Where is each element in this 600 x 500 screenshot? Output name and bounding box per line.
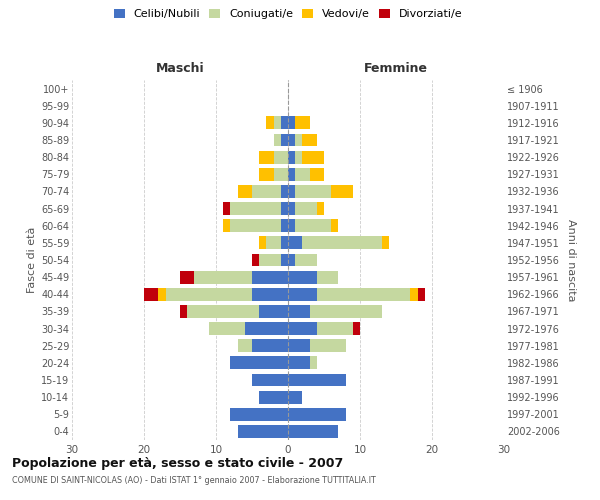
Bar xyxy=(295,168,310,180)
Bar xyxy=(288,202,295,215)
Bar xyxy=(295,202,317,215)
Bar xyxy=(252,288,288,300)
Bar xyxy=(302,150,324,164)
Bar xyxy=(259,305,288,318)
Bar xyxy=(259,168,274,180)
Bar xyxy=(223,220,230,232)
Bar xyxy=(274,150,288,164)
Bar xyxy=(180,305,187,318)
Bar xyxy=(230,356,288,370)
Bar xyxy=(252,340,288,352)
Bar xyxy=(382,236,389,250)
Bar xyxy=(295,254,317,266)
Bar xyxy=(288,305,310,318)
Bar xyxy=(288,374,346,386)
Bar xyxy=(288,390,302,404)
Bar xyxy=(410,288,418,300)
Bar xyxy=(295,150,302,164)
Bar xyxy=(288,408,346,420)
Bar xyxy=(166,288,252,300)
Bar xyxy=(295,134,302,146)
Bar xyxy=(281,254,288,266)
Legend: Celibi/Nubili, Coniugati/e, Vedovi/e, Divorziati/e: Celibi/Nubili, Coniugati/e, Vedovi/e, Di… xyxy=(112,6,464,21)
Bar xyxy=(158,288,166,300)
Bar xyxy=(288,116,295,130)
Bar xyxy=(266,116,274,130)
Bar xyxy=(418,288,425,300)
Bar xyxy=(295,116,310,130)
Bar xyxy=(281,236,288,250)
Bar xyxy=(317,288,410,300)
Bar xyxy=(288,356,310,370)
Bar xyxy=(281,134,288,146)
Bar xyxy=(230,220,281,232)
Bar xyxy=(288,134,295,146)
Bar xyxy=(274,168,288,180)
Text: Maschi: Maschi xyxy=(155,62,205,75)
Bar xyxy=(274,116,281,130)
Y-axis label: Anni di nascita: Anni di nascita xyxy=(566,219,577,301)
Bar xyxy=(238,185,252,198)
Bar xyxy=(302,134,317,146)
Bar xyxy=(259,236,266,250)
Bar xyxy=(259,150,274,164)
Bar xyxy=(288,150,295,164)
Bar xyxy=(288,236,302,250)
Bar xyxy=(230,408,288,420)
Bar xyxy=(331,220,338,232)
Bar xyxy=(353,322,360,335)
Bar xyxy=(230,202,281,215)
Bar xyxy=(288,288,317,300)
Bar xyxy=(317,270,338,283)
Bar xyxy=(288,322,317,335)
Bar xyxy=(288,340,310,352)
Bar xyxy=(180,270,194,283)
Bar xyxy=(281,202,288,215)
Bar xyxy=(288,270,317,283)
Bar xyxy=(259,390,288,404)
Bar xyxy=(187,305,259,318)
Bar xyxy=(281,185,288,198)
Bar xyxy=(209,322,245,335)
Bar xyxy=(144,288,158,300)
Text: COMUNE DI SAINT-NICOLAS (AO) - Dati ISTAT 1° gennaio 2007 - Elaborazione TUTTITA: COMUNE DI SAINT-NICOLAS (AO) - Dati ISTA… xyxy=(12,476,376,485)
Bar xyxy=(259,254,281,266)
Bar xyxy=(317,322,353,335)
Bar xyxy=(310,356,317,370)
Bar xyxy=(252,374,288,386)
Bar xyxy=(252,270,288,283)
Bar xyxy=(281,116,288,130)
Bar xyxy=(238,340,252,352)
Bar xyxy=(238,425,288,438)
Bar xyxy=(274,134,281,146)
Bar xyxy=(310,168,324,180)
Y-axis label: Fasce di età: Fasce di età xyxy=(26,227,37,293)
Bar xyxy=(281,220,288,232)
Bar xyxy=(288,425,338,438)
Text: Femmine: Femmine xyxy=(364,62,428,75)
Bar xyxy=(288,185,295,198)
Bar xyxy=(302,236,382,250)
Bar xyxy=(331,185,353,198)
Bar xyxy=(317,202,324,215)
Bar xyxy=(288,254,295,266)
Bar xyxy=(194,270,252,283)
Bar xyxy=(295,220,331,232)
Text: Popolazione per età, sesso e stato civile - 2007: Popolazione per età, sesso e stato civil… xyxy=(12,458,343,470)
Bar xyxy=(266,236,281,250)
Bar xyxy=(295,185,331,198)
Bar xyxy=(223,202,230,215)
Bar xyxy=(252,185,281,198)
Bar xyxy=(252,254,259,266)
Bar xyxy=(310,340,346,352)
Bar xyxy=(310,305,382,318)
Bar xyxy=(245,322,288,335)
Bar xyxy=(288,220,295,232)
Bar xyxy=(288,168,295,180)
